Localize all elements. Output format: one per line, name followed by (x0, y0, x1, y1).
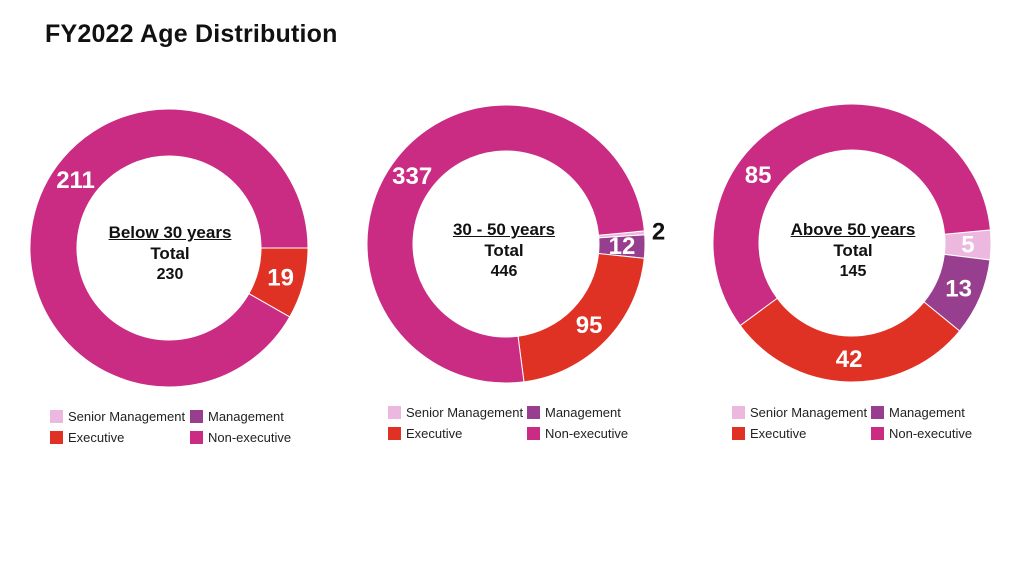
legend-item-non-executive: Non-executive (527, 426, 628, 441)
category-label: Above 50 years (790, 220, 916, 239)
legend-label: Executive (406, 426, 463, 441)
donut-svg: 5 13 42 85 (712, 103, 992, 383)
legend-item-senior-management: Senior Management (50, 409, 185, 424)
legend-item-non-executive: Non-executive (190, 430, 291, 445)
slice-label-executive: 19 (267, 265, 294, 292)
donut-chart-above-50: 5 13 42 85 Above 50 years Total 145 Senior … (710, 0, 1010, 460)
slice-label-executive: 42 (836, 346, 863, 373)
total-value: 145 (839, 263, 867, 280)
legend-swatch (732, 427, 745, 440)
legend-item-non-executive: Non-executive (871, 426, 972, 441)
slice-label-non-executive: 211 (56, 167, 95, 194)
donut-chart-below-30: 19 211 Below 30 years Total 230 Senior Ma… (29, 0, 310, 460)
legend-swatch (732, 406, 745, 419)
legend-label: Senior Management (406, 405, 524, 420)
slice-label-non-executive: 337 (392, 163, 432, 190)
legend-item-management: Management (190, 409, 284, 424)
category-label: 30 - 50 years (452, 220, 556, 239)
slice-label-executive: 95 (576, 312, 603, 339)
donut-center-label: Above 50 years Total 145 (783, 219, 923, 282)
legend-label: Non-executive (208, 430, 292, 445)
legend-label: Executive (750, 426, 807, 441)
legend-item-executive: Executive (388, 426, 462, 441)
donut-chart-30-50: 2 12 95 337 30 - 50 years Total 446 Senior … (366, 0, 666, 460)
legend: Senior Management Management Executive N… (732, 405, 1012, 450)
legend-label: Senior Management (68, 409, 186, 424)
legend-swatch (871, 427, 884, 440)
total-value: 446 (490, 263, 518, 280)
donut-svg: 19 211 (29, 108, 309, 388)
slice-label-non-executive: 85 (745, 162, 772, 189)
legend-label: Management (889, 405, 965, 420)
legend-swatch (190, 410, 203, 423)
legend: Senior Management Management Executive N… (50, 409, 330, 454)
slice-label-senior-management: 2 (652, 219, 665, 246)
total-label: Total (484, 241, 524, 260)
legend-swatch (527, 406, 540, 419)
total-label: Total (150, 244, 190, 263)
slice-label-management: 13 (945, 276, 972, 303)
slice-non-executive (712, 103, 991, 327)
legend-item-senior-management: Senior Management (388, 405, 523, 420)
category-label: Below 30 years (108, 223, 232, 242)
total-value: 230 (156, 266, 184, 283)
page-title: FY2022 Age Distribution (45, 20, 338, 48)
total-label: Total (833, 241, 873, 260)
legend-swatch (50, 431, 63, 444)
legend-swatch (50, 410, 63, 423)
slice-label-senior-management: 5 (961, 232, 974, 259)
legend-label: Non-executive (889, 426, 973, 441)
legend-swatch (190, 431, 203, 444)
legend-label: Senior Management (750, 405, 868, 420)
legend-item-executive: Executive (732, 426, 806, 441)
legend-item-management: Management (871, 405, 965, 420)
legend-label: Management (545, 405, 621, 420)
legend-label: Executive (68, 430, 125, 445)
legend-item-management: Management (527, 405, 621, 420)
legend-swatch (388, 427, 401, 440)
legend-label: Non-executive (545, 426, 629, 441)
legend: Senior Management Management Executive N… (388, 405, 668, 450)
slice-non-executive (29, 108, 309, 388)
donut-center-label: Below 30 years Total 230 (100, 222, 240, 285)
slice-non-executive (366, 104, 645, 384)
legend-item-executive: Executive (50, 430, 124, 445)
legend-swatch (527, 427, 540, 440)
legend-item-senior-management: Senior Management (732, 405, 867, 420)
legend-label: Management (208, 409, 284, 424)
donut-center-label: 30 - 50 years Total 446 (434, 219, 574, 282)
legend-swatch (388, 406, 401, 419)
legend-swatch (871, 406, 884, 419)
